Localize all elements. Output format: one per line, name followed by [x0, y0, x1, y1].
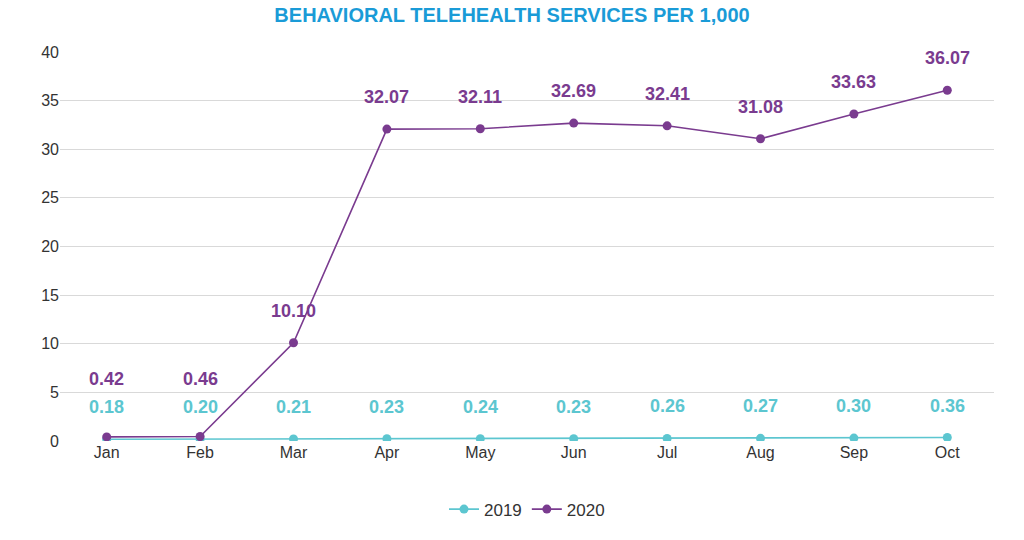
svg-text:0.30: 0.30: [836, 396, 871, 416]
svg-text:2020: 2020: [567, 501, 605, 520]
svg-text:0.46: 0.46: [183, 369, 218, 389]
svg-text:32.11: 32.11: [458, 87, 502, 107]
svg-text:35: 35: [41, 92, 59, 109]
svg-text:33.63: 33.63: [831, 72, 876, 92]
svg-text:32.69: 32.69: [551, 81, 596, 101]
svg-text:0: 0: [50, 433, 59, 450]
svg-text:0.23: 0.23: [369, 397, 404, 417]
svg-text:32.07: 32.07: [364, 87, 409, 107]
svg-text:Oct: Oct: [935, 444, 960, 461]
svg-text:0.36: 0.36: [930, 396, 965, 416]
svg-text:Jun: Jun: [561, 444, 587, 461]
svg-text:0.20: 0.20: [183, 397, 218, 417]
svg-text:10: 10: [41, 335, 59, 352]
svg-text:25: 25: [41, 189, 59, 206]
svg-text:0.24: 0.24: [463, 397, 498, 417]
svg-text:0.23: 0.23: [556, 397, 591, 417]
svg-text:40: 40: [41, 44, 59, 61]
svg-text:Jan: Jan: [94, 444, 120, 461]
svg-text:Feb: Feb: [186, 444, 214, 461]
svg-text:30: 30: [41, 141, 59, 158]
svg-text:BEHAVIORAL TELEHEALTH SERVICES: BEHAVIORAL TELEHEALTH SERVICES PER 1,000: [274, 4, 749, 26]
svg-text:May: May: [465, 444, 495, 461]
svg-text:15: 15: [41, 287, 59, 304]
svg-text:Jul: Jul: [657, 444, 677, 461]
svg-text:20: 20: [41, 238, 59, 255]
svg-text:0.27: 0.27: [743, 396, 778, 416]
svg-text:31.08: 31.08: [738, 97, 783, 117]
svg-text:5: 5: [50, 384, 59, 401]
svg-text:0.42: 0.42: [89, 369, 124, 389]
svg-text:0.18: 0.18: [89, 397, 124, 417]
svg-text:32.41: 32.41: [645, 84, 690, 104]
svg-text:Mar: Mar: [280, 444, 308, 461]
svg-text:0.26: 0.26: [650, 396, 685, 416]
svg-text:10.10: 10.10: [271, 301, 316, 321]
svg-text:36.07: 36.07: [925, 48, 970, 68]
svg-text:0.21: 0.21: [276, 397, 311, 417]
svg-text:Sep: Sep: [840, 444, 869, 461]
svg-text:Apr: Apr: [374, 444, 400, 461]
svg-text:Aug: Aug: [746, 444, 774, 461]
svg-text:2019: 2019: [484, 501, 522, 520]
